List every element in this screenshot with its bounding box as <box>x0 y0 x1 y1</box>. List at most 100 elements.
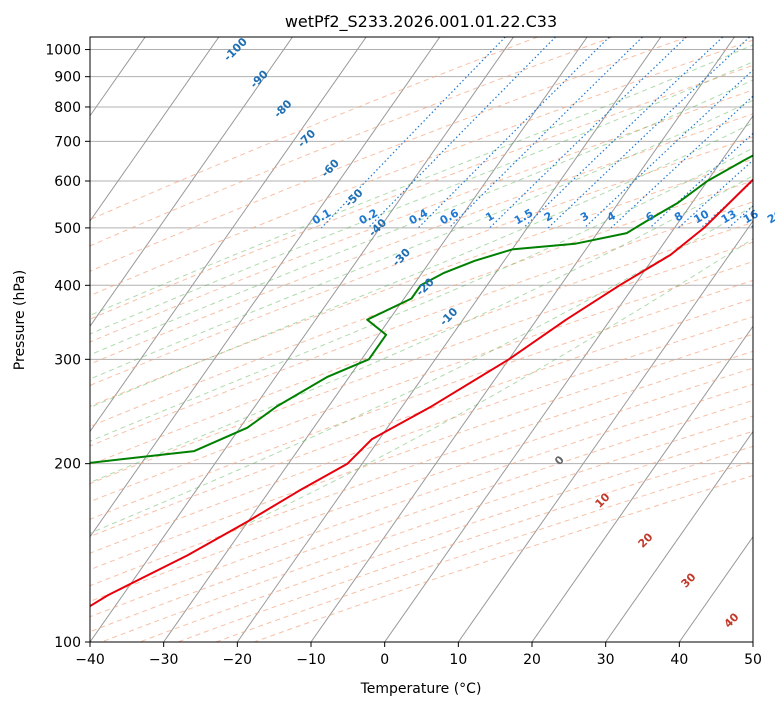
dry-adiabat-label: -50 <box>342 186 365 209</box>
y-tick-label: 500 <box>54 221 81 237</box>
mixing-ratio-label: 0.1 <box>310 206 333 227</box>
y-tick-label: 900 <box>54 70 81 86</box>
dry-adiabat-line <box>90 64 753 320</box>
y-tick-label: 800 <box>54 100 81 116</box>
y-tick-label: 300 <box>54 352 81 368</box>
dry-adiabat-line <box>90 298 753 538</box>
mixing-ratio-line <box>448 37 643 229</box>
x-tick-label: 40 <box>670 652 688 668</box>
y-tick-label: 400 <box>54 278 81 294</box>
dry-adiabat-line <box>90 241 753 485</box>
dry-adiabat-label: 40 <box>722 610 742 630</box>
dry-adiabat-label: 0 <box>552 453 567 468</box>
moist-adiabat-line <box>90 61 753 335</box>
chart-title: wetPf2_S233.2026.001.01.22.C33 <box>285 12 557 32</box>
dry-adiabat-line <box>90 383 753 618</box>
mixing-ratio-label: 1 <box>483 209 496 224</box>
dry-adiabat-line <box>90 180 753 427</box>
dry-adiabat-label: -60 <box>319 156 342 179</box>
x-axis: −40 −30 −20 −10 0 10 20 30 40 50 <box>75 642 762 668</box>
y-tick-label: 100 <box>54 635 81 651</box>
dry-adiabat-line <box>90 37 613 247</box>
dry-adiabat-line <box>90 39 753 297</box>
dry-adiabat-line <box>177 445 753 642</box>
isotherm-line <box>163 37 588 642</box>
mixing-ratio-line <box>728 205 753 229</box>
mixing-ratio-label: 0.4 <box>407 206 431 227</box>
y-axis-label: Pressure (hPa) <box>12 270 28 370</box>
dry-adiabat-line <box>101 415 753 642</box>
temperature-profile-line <box>90 178 753 608</box>
isotherm-line <box>457 220 753 642</box>
dry-adiabat-label: 10 <box>593 490 613 510</box>
isotherm-line <box>90 37 220 222</box>
dry-adiabat-line <box>90 201 753 447</box>
adiabat-annotations: 0.10.20.40.611.52346810131620253036-100-… <box>221 35 775 631</box>
mixing-ratio-label: 8 <box>672 209 685 224</box>
isotherm-line <box>0 37 72 642</box>
plot-frame <box>89 36 754 643</box>
dry-adiabat-line <box>90 221 753 466</box>
dry-adiabat-line <box>90 136 753 386</box>
x-tick-label: −40 <box>75 652 105 668</box>
mixing-ratio-line <box>367 37 556 229</box>
dry-adiabat-label: -70 <box>295 127 318 150</box>
x-tick-label: 10 <box>449 652 467 668</box>
mixing-ratio-line <box>649 132 753 229</box>
moist-adiabat-line <box>90 44 753 316</box>
moist-adiabat-line <box>90 147 753 442</box>
y-tick-label: 200 <box>54 457 81 473</box>
dry-adiabat-line <box>90 350 753 587</box>
x-tick-label: 20 <box>523 652 541 668</box>
mixing-ratio-label: 16 <box>741 207 761 226</box>
mixing-ratio-line <box>489 37 687 229</box>
dry-adiabat-line <box>90 89 753 343</box>
isotherm-line <box>310 37 735 642</box>
background-lines <box>0 37 753 642</box>
dry-adiabat-line <box>90 279 753 520</box>
mixing-ratio-line <box>547 37 751 229</box>
dry-adiabat-line <box>90 37 538 221</box>
isotherm-line <box>531 325 753 642</box>
dry-adiabat-line <box>90 158 753 407</box>
x-tick-label: −30 <box>149 652 179 668</box>
mixing-ratio-line <box>750 224 753 229</box>
dry-adiabat-label: 20 <box>636 530 656 550</box>
dry-adiabat-line <box>90 399 753 633</box>
dewpoint-profile-line <box>90 154 753 464</box>
mixing-ratio-line <box>700 180 753 229</box>
mixing-ratio-line <box>677 159 753 229</box>
dry-adiabat-label: -90 <box>248 67 271 90</box>
mixing-ratio-line <box>583 69 753 229</box>
x-tick-label: 30 <box>597 652 615 668</box>
moist-adiabat-line <box>90 205 753 534</box>
dry-adiabat-line <box>215 460 753 642</box>
isotherm-line <box>752 641 753 642</box>
dry-adiabat-line <box>90 367 753 602</box>
y-tick-label: 600 <box>54 174 81 190</box>
mixing-ratio-label: 2 <box>542 209 555 224</box>
y-tick-label: 1000 <box>45 43 81 59</box>
isotherm-line <box>236 37 662 642</box>
x-tick-label: −20 <box>223 652 253 668</box>
dry-adiabat-line <box>90 260 753 503</box>
mixing-ratio-line <box>417 37 610 229</box>
moist-adiabat-line <box>90 99 753 380</box>
x-axis-label: Temperature (°C) <box>360 681 482 697</box>
moist-adiabat-line <box>218 238 753 539</box>
isotherm-line <box>90 37 293 328</box>
mixing-ratio-label: 1.5 <box>512 206 535 227</box>
dry-adiabat-label: 30 <box>679 570 699 590</box>
isotherm-line <box>90 37 441 538</box>
mixing-ratio-label: 20 <box>765 207 775 226</box>
profile-lines <box>90 154 753 608</box>
dry-adiabat-label: -80 <box>271 97 294 120</box>
dry-adiabat-line <box>90 316 753 554</box>
mixing-ratio-label: 4 <box>605 209 618 224</box>
mixing-ratio-label: 0.6 <box>438 206 462 227</box>
x-tick-label: −10 <box>296 652 326 668</box>
x-tick-label: 0 <box>380 652 389 668</box>
mixing-ratio-line <box>522 37 724 229</box>
mixing-ratio-label: 3 <box>578 209 591 224</box>
